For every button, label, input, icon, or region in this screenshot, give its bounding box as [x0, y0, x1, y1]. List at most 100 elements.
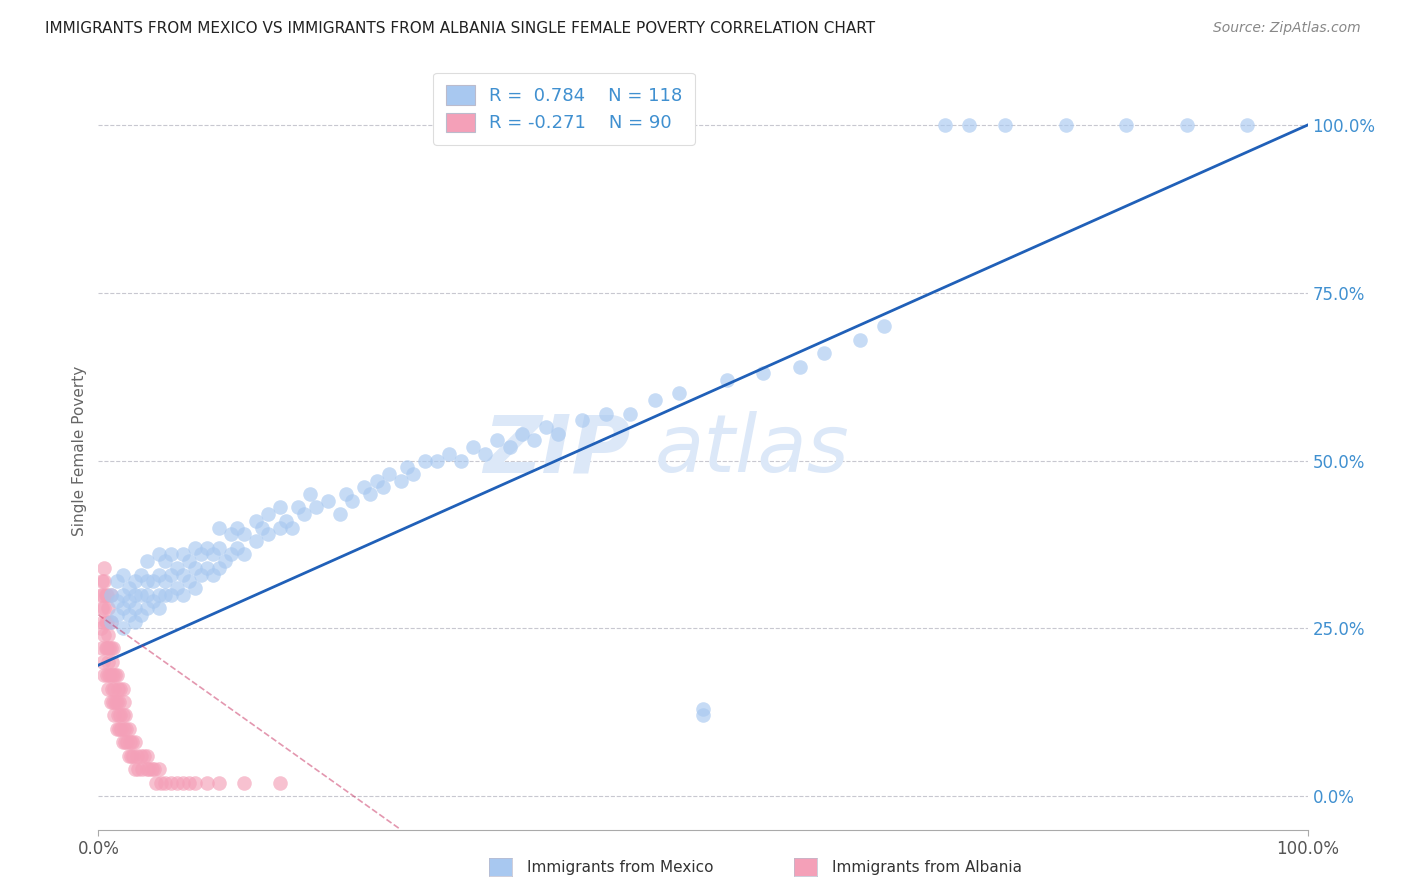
Point	[135, 762, 157, 776]
Point	[100, 668, 122, 682]
Point	[148, 762, 170, 776]
Point	[150, 775, 173, 789]
Point	[571, 413, 593, 427]
Point	[256, 507, 278, 521]
Point	[111, 708, 134, 723]
Point	[226, 541, 249, 555]
Point	[105, 722, 128, 736]
Point	[245, 514, 267, 528]
Point	[124, 588, 146, 602]
Point	[184, 541, 207, 555]
Point	[118, 735, 141, 749]
Point	[668, 386, 690, 401]
Point	[145, 775, 167, 789]
Point	[305, 500, 328, 515]
Point	[108, 722, 131, 736]
Point	[335, 487, 357, 501]
Point	[510, 426, 533, 441]
Point	[269, 521, 291, 535]
Point	[389, 474, 412, 488]
Point	[110, 722, 132, 736]
Point	[118, 748, 141, 763]
Point	[486, 434, 509, 448]
Point	[160, 567, 183, 582]
Point	[91, 641, 114, 656]
Point	[221, 527, 243, 541]
Point	[166, 561, 188, 575]
Point	[114, 735, 136, 749]
Point	[184, 775, 207, 789]
Point	[100, 681, 122, 696]
Point	[1236, 118, 1258, 132]
Point	[97, 601, 120, 615]
Point	[97, 655, 120, 669]
Point	[463, 440, 485, 454]
Point	[111, 621, 134, 635]
Point	[232, 775, 254, 789]
Point	[105, 574, 128, 589]
Point	[94, 588, 117, 602]
Point	[90, 588, 112, 602]
Point	[366, 474, 388, 488]
Point	[135, 601, 157, 615]
Point	[118, 722, 141, 736]
Point	[179, 574, 201, 589]
Point	[498, 440, 520, 454]
Point	[353, 480, 375, 494]
Point	[148, 601, 170, 615]
Point	[148, 548, 170, 562]
Point	[245, 534, 267, 549]
Text: atlas: atlas	[655, 411, 849, 490]
Point	[172, 548, 194, 562]
Point	[269, 775, 291, 789]
Point	[692, 702, 714, 716]
Point	[100, 615, 122, 629]
Point	[101, 668, 124, 682]
Legend: R =  0.784    N = 118, R = -0.271    N = 90: R = 0.784 N = 118, R = -0.271 N = 90	[433, 73, 695, 145]
Point	[208, 775, 231, 789]
Point	[426, 453, 449, 467]
Point	[957, 118, 980, 132]
Point	[115, 722, 138, 736]
Point	[153, 574, 176, 589]
Point	[402, 467, 425, 481]
Point	[129, 748, 152, 763]
Point	[100, 655, 122, 669]
Point	[595, 407, 617, 421]
Point	[148, 588, 170, 602]
Point	[644, 393, 666, 408]
Point	[202, 548, 225, 562]
Point	[91, 615, 114, 629]
Point	[190, 548, 212, 562]
Point	[256, 527, 278, 541]
Point	[108, 681, 131, 696]
Point	[523, 434, 546, 448]
Point	[292, 507, 315, 521]
Point	[93, 561, 115, 575]
Point	[112, 722, 135, 736]
Point	[118, 594, 141, 608]
Point	[107, 708, 129, 723]
Point	[934, 118, 956, 132]
Y-axis label: Single Female Poverty: Single Female Poverty	[72, 366, 87, 535]
Point	[153, 588, 176, 602]
Point	[135, 554, 157, 568]
Point	[138, 762, 160, 776]
Point	[129, 588, 152, 602]
Point	[104, 668, 127, 682]
Point	[208, 541, 231, 555]
Point	[91, 574, 114, 589]
Point	[111, 588, 134, 602]
Point	[124, 615, 146, 629]
Point	[274, 514, 297, 528]
Point	[93, 574, 115, 589]
Point	[124, 601, 146, 615]
Point	[105, 695, 128, 709]
Point	[437, 447, 460, 461]
Point	[166, 775, 188, 789]
Point	[105, 668, 128, 682]
Point	[142, 594, 165, 608]
Point	[129, 567, 152, 582]
Point	[813, 346, 835, 360]
Point	[619, 407, 641, 421]
